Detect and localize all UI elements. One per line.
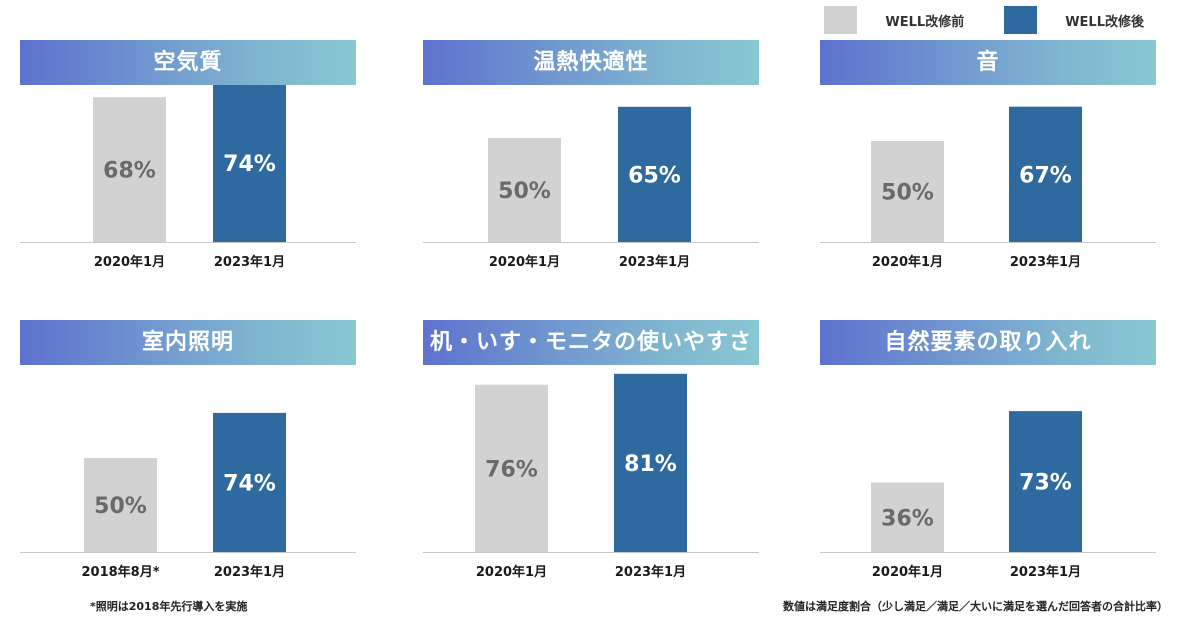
bar xyxy=(618,106,691,242)
category-label: 2023年1月 xyxy=(1010,564,1081,580)
bar xyxy=(213,85,286,242)
chart-title: 机・いす・モニタの使いやすさ xyxy=(423,320,759,365)
bar-chart-thermal-comfort: 50% 2020年1月 65% 2023年1月 xyxy=(423,106,759,270)
chart-title: 自然要素の取り入れ xyxy=(820,320,1156,365)
value-footnote: 数値は満足度割合（少し満足／満足／大いに満足を選んだ回答者の合計比率） xyxy=(783,600,1168,613)
legend: WELL改修前 WELL改修後 xyxy=(784,6,1144,34)
category-label: 2023年1月 xyxy=(615,564,686,580)
bar-chart-lighting: 50% 2018年8月* 74% 2023年1月 xyxy=(20,412,356,580)
lighting-footnote: *照明は2018年先行導入を実施 xyxy=(90,600,248,613)
category-label: 2020年1月 xyxy=(489,254,560,270)
data-label: 67% xyxy=(1019,163,1072,188)
data-label: 81% xyxy=(624,452,677,477)
data-label: 74% xyxy=(223,152,276,177)
bar xyxy=(1009,106,1082,242)
category-label: 2023年1月 xyxy=(1010,254,1081,270)
bar xyxy=(213,412,286,552)
bar-chart-natural-elements: 36% 2020年1月 73% 2023年1月 xyxy=(820,411,1156,580)
chart-title: 室内照明 xyxy=(20,320,356,365)
bar-chart-air-quality: 68% 2020年1月 74% 2023年1月 xyxy=(20,85,356,270)
category-label: 2020年1月 xyxy=(872,564,943,580)
legend-item-before: WELL改修前 xyxy=(824,6,964,34)
data-label: 65% xyxy=(628,163,681,188)
data-label: 36% xyxy=(881,506,934,531)
chart-title: 温熱快適性 xyxy=(423,40,759,85)
category-label: 2023年1月 xyxy=(214,564,285,580)
data-label: 68% xyxy=(103,159,156,184)
bar xyxy=(93,97,166,242)
category-label: 2020年1月 xyxy=(872,254,943,270)
bar-chart-sound: 50% 2020年1月 67% 2023年1月 xyxy=(820,106,1156,270)
category-label: 2020年1月 xyxy=(94,254,165,270)
legend-swatch-after xyxy=(1004,6,1038,34)
legend-label-after: WELL改修後 xyxy=(1065,14,1144,30)
data-label: 50% xyxy=(881,181,934,206)
bar xyxy=(614,373,687,552)
bar xyxy=(84,458,157,552)
legend-item-after: WELL改修後 xyxy=(1004,6,1144,34)
category-label: 2020年1月 xyxy=(476,564,547,580)
legend-label-before: WELL改修前 xyxy=(885,14,965,30)
chart-panel-sound: 音 50% 2020年1月 67% 2023年1月 xyxy=(820,40,1156,300)
data-label: 50% xyxy=(94,494,147,519)
chart-title: 音 xyxy=(820,40,1156,85)
chart-panel-natural-elements: 自然要素の取り入れ 36% 2020年1月 73% 2023年1月 xyxy=(820,320,1156,580)
category-label: 2023年1月 xyxy=(619,254,690,270)
data-label: 50% xyxy=(498,179,551,204)
chart-panel-thermal-comfort: 温熱快適性 50% 2020年1月 65% 2023年1月 xyxy=(423,40,759,300)
bar xyxy=(871,482,944,552)
bar xyxy=(1009,411,1082,552)
bar xyxy=(871,141,944,242)
data-label: 76% xyxy=(485,457,538,482)
bar xyxy=(488,138,561,242)
bar-chart-desk-chair-monitor: 76% 2020年1月 81% 2023年1月 xyxy=(423,373,759,580)
chart-title: 空気質 xyxy=(20,40,356,85)
legend-swatch-before xyxy=(824,6,858,34)
chart-panel-air-quality: 空気質 68% 2020年1月 74% 2023年1月 xyxy=(20,40,356,300)
data-label: 73% xyxy=(1019,471,1072,496)
data-label: 74% xyxy=(223,471,276,496)
category-label: 2018年8月* xyxy=(81,564,159,580)
category-label: 2023年1月 xyxy=(214,254,285,270)
chart-panel-desk-chair-monitor: 机・いす・モニタの使いやすさ 76% 2020年1月 81% 2023年1月 xyxy=(423,320,759,580)
chart-panel-lighting: 室内照明 50% 2018年8月* 74% 2023年1月 xyxy=(20,320,356,580)
bar xyxy=(475,384,548,552)
